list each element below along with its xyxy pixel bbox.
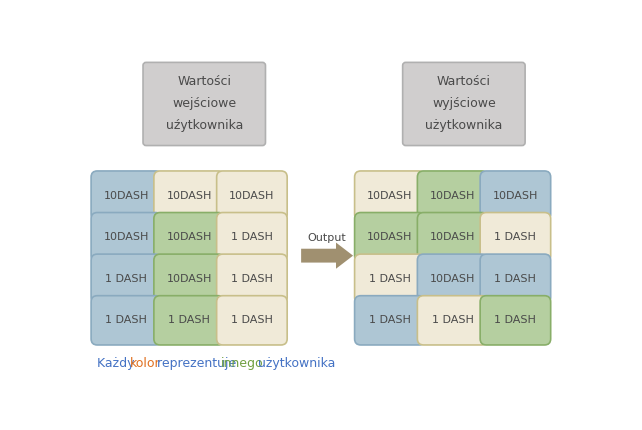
Text: 10DASH: 10DASH [430,274,475,284]
Text: użytkownika: użytkownika [254,357,335,370]
Text: kolor: kolor [130,357,160,370]
FancyBboxPatch shape [154,171,225,220]
Text: 1 DASH: 1 DASH [231,232,273,242]
Text: 10DASH: 10DASH [103,190,149,200]
FancyBboxPatch shape [154,296,225,345]
Text: uźytkownika: uźytkownika [166,120,243,132]
Text: 10DASH: 10DASH [367,190,413,200]
FancyBboxPatch shape [216,171,287,220]
Text: użytkownika: użytkownika [425,120,503,132]
Text: Wartości: Wartości [437,75,491,89]
FancyBboxPatch shape [480,212,551,262]
Text: 10DASH: 10DASH [430,232,475,242]
Text: Output: Output [308,233,346,243]
FancyBboxPatch shape [154,254,225,304]
Text: 1 DASH: 1 DASH [168,315,210,326]
Text: 1 DASH: 1 DASH [431,315,474,326]
Text: innego: innego [221,357,263,370]
FancyBboxPatch shape [354,212,425,262]
Text: 1 DASH: 1 DASH [369,315,411,326]
FancyBboxPatch shape [417,296,488,345]
Text: 10DASH: 10DASH [166,274,212,284]
Text: wyjściowe: wyjściowe [432,98,496,111]
FancyBboxPatch shape [480,171,551,220]
FancyBboxPatch shape [480,254,551,304]
FancyBboxPatch shape [216,296,287,345]
FancyBboxPatch shape [417,254,488,304]
Text: 1 DASH: 1 DASH [494,232,536,242]
Text: reprezentuje: reprezentuje [153,357,241,370]
Text: 10DASH: 10DASH [103,232,149,242]
Polygon shape [301,243,353,269]
FancyBboxPatch shape [216,212,287,262]
FancyBboxPatch shape [354,296,425,345]
Text: 1 DASH: 1 DASH [494,274,536,284]
Text: Każdy: Każdy [98,357,139,370]
FancyBboxPatch shape [91,171,162,220]
FancyBboxPatch shape [91,296,162,345]
Text: 10DASH: 10DASH [229,190,275,200]
Text: 1 DASH: 1 DASH [105,315,147,326]
Text: 10DASH: 10DASH [367,232,413,242]
Text: 10DASH: 10DASH [166,232,212,242]
Text: 10DASH: 10DASH [166,190,212,200]
Text: 1 DASH: 1 DASH [231,315,273,326]
FancyBboxPatch shape [143,62,266,145]
Text: wejściowe: wejściowe [172,98,236,111]
FancyBboxPatch shape [354,171,425,220]
Text: 1 DASH: 1 DASH [231,274,273,284]
FancyBboxPatch shape [91,212,162,262]
FancyBboxPatch shape [403,62,525,145]
Text: 1 DASH: 1 DASH [494,315,536,326]
FancyBboxPatch shape [154,212,225,262]
FancyBboxPatch shape [417,171,488,220]
FancyBboxPatch shape [216,254,287,304]
FancyBboxPatch shape [91,254,162,304]
FancyBboxPatch shape [417,212,488,262]
Text: Wartości: Wartości [177,75,231,89]
Text: 10DASH: 10DASH [492,190,538,200]
Text: 1 DASH: 1 DASH [105,274,147,284]
FancyBboxPatch shape [354,254,425,304]
Text: 10DASH: 10DASH [430,190,475,200]
Text: 1 DASH: 1 DASH [369,274,411,284]
FancyBboxPatch shape [480,296,551,345]
